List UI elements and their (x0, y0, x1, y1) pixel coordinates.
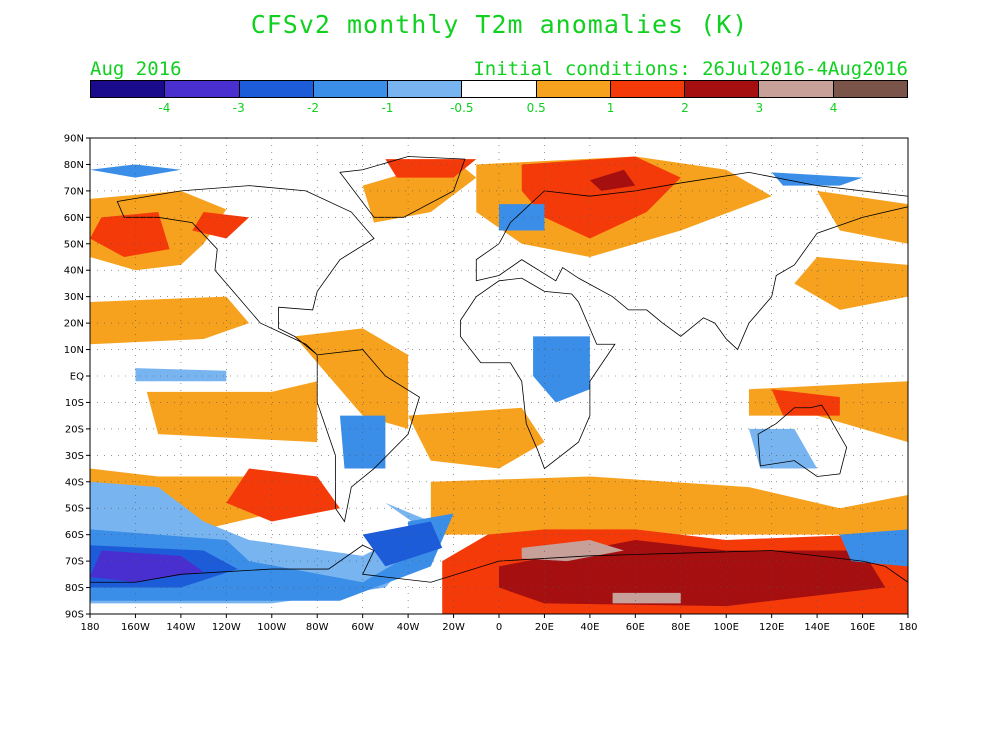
lat-label: 60S (65, 530, 84, 541)
colorbar-label: 2 (681, 101, 689, 115)
cold-region (90, 164, 181, 178)
colorbar-label: 0.5 (526, 101, 546, 115)
longitude-axis: 180 160W 140W 120W 100W 80W 60W 40W 20W 0 20E 40E 60… (80, 614, 918, 633)
antarctic-strong-warm (499, 539, 886, 607)
coastline-australia (757, 404, 848, 477)
colorbar-swatch (462, 81, 537, 97)
warm-region (146, 381, 318, 443)
colorbar-label: -4 (158, 101, 171, 115)
lat-label: EQ (70, 372, 84, 383)
lon-label: 80W (306, 622, 329, 633)
antarctic-extreme-warm (612, 592, 681, 604)
lon-label: 40E (580, 622, 599, 633)
colorbar-label: 3 (755, 101, 764, 115)
colorbar-label: -0.5 (450, 101, 474, 115)
warm-region (408, 407, 545, 469)
cool-region (135, 368, 227, 382)
cold-region (839, 529, 908, 567)
lat-label: 30N (64, 292, 84, 303)
lat-label: 10S (65, 398, 84, 409)
colorbar-swatch (536, 81, 611, 97)
warm-region (430, 476, 908, 535)
colorbar-swatch (610, 81, 686, 97)
lon-label: 160E (850, 622, 875, 633)
colorbar-swatch (91, 81, 166, 97)
lat-label: 60N (64, 213, 84, 224)
lon-label: 180 (898, 622, 917, 633)
cold-region (533, 336, 590, 403)
lat-label: 50N (64, 239, 84, 250)
strong-warm-region (521, 156, 681, 239)
forecast-period: Aug 2016 (90, 58, 182, 80)
strong-warm-region (226, 468, 340, 522)
lat-label: 70N (64, 186, 84, 197)
strong-cold-region (362, 521, 443, 567)
strong-warm-region (192, 212, 250, 239)
lat-label: 30S (65, 451, 84, 462)
warm-region (90, 296, 250, 345)
lon-label: 120W (212, 622, 241, 633)
lon-label: 20W (442, 622, 465, 633)
lon-label: 100W (257, 622, 286, 633)
lon-label: 0 (496, 622, 502, 633)
coastline-greenland (339, 156, 466, 218)
very-cold-region (90, 550, 204, 583)
colorbar-label: 1 (606, 101, 615, 115)
lat-label: 90S (65, 610, 84, 621)
lon-label: 140E (804, 622, 829, 633)
lat-label: 40S (65, 477, 84, 488)
lon-label: 40W (397, 622, 420, 633)
strong-warm-region (771, 389, 840, 416)
lon-label: 20E (535, 622, 554, 633)
initial-conditions: Initial conditions: 26Jul2016-4Aug2016 (473, 58, 908, 80)
coastline-south-america (316, 349, 420, 523)
colorbar-swatch (165, 81, 240, 97)
colorbar-swatch (833, 81, 907, 97)
lon-label: 60W (351, 622, 374, 633)
gridlines (90, 138, 908, 614)
colorbar-swatch (388, 81, 463, 97)
coastline-eurasia (475, 171, 909, 351)
colorbar-label: -2 (307, 101, 320, 115)
lon-label: 100E (714, 622, 739, 633)
strong-warm-region (90, 212, 170, 257)
lon-label: 180 (80, 622, 99, 633)
lat-label: 70S (65, 557, 84, 568)
lat-label: 50S (65, 504, 84, 515)
colorbar-label: 4 (829, 101, 838, 115)
colorbar (90, 80, 908, 98)
lat-label: 20N (64, 319, 84, 330)
warm-region (294, 328, 409, 429)
lat-label: 20S (65, 424, 84, 435)
coastline-north-america (116, 185, 375, 356)
cold-region (771, 172, 863, 186)
chart-title: CFSv2 monthly T2m anomalies (K) (250, 10, 749, 39)
colorbar-swatch (313, 81, 389, 97)
lat-label: 90N (64, 134, 84, 145)
arctic-strong-warm (589, 169, 636, 191)
lon-label: 140W (166, 622, 195, 633)
colorbar-swatch (685, 81, 760, 97)
lat-label: 40N (64, 266, 84, 277)
colorbar-label: -1 (381, 101, 394, 115)
cold-region (339, 415, 386, 469)
lon-label: 120E (759, 622, 784, 633)
antarctic-extreme-warm (521, 539, 624, 562)
coastline-africa (459, 277, 616, 470)
colorbar-swatch (759, 81, 834, 97)
lon-label: 60E (626, 622, 645, 633)
cold-region (499, 204, 545, 231)
lat-label: 80S (65, 583, 84, 594)
lon-label: 80E (671, 622, 690, 633)
lon-label: 160W (121, 622, 150, 633)
colorbar-label: -3 (232, 101, 245, 115)
lat-label: 10N (64, 345, 84, 356)
anomaly-fields (90, 156, 908, 614)
latitude-axis: 90N 80N 70N 60N 50N 40N 30N 20N 10N EQ 10S 20S 30S 40… (64, 134, 90, 621)
cool-region (748, 428, 818, 469)
colorbar-swatch (239, 81, 314, 97)
warm-region (794, 257, 908, 310)
lat-label: 80N (64, 160, 84, 171)
